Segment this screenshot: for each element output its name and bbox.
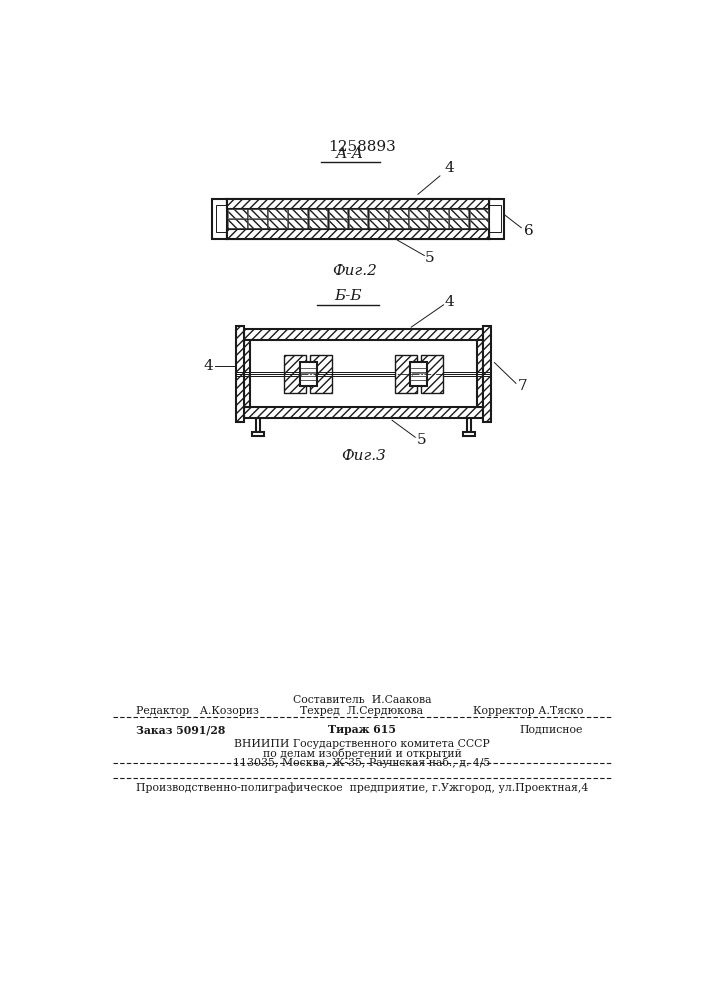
Bar <box>369 209 387 218</box>
Bar <box>244 329 483 340</box>
Bar <box>329 209 347 218</box>
Bar <box>469 219 489 228</box>
Bar <box>288 219 307 228</box>
Text: Техред  Л.Сердюкова: Техред Л.Сердюкова <box>300 706 423 716</box>
Bar <box>349 219 368 228</box>
Bar <box>429 209 448 218</box>
Text: по делам изобретений и открытий: по делам изобретений и открытий <box>262 748 462 759</box>
Text: 5: 5 <box>425 251 435 265</box>
Bar <box>216 205 227 232</box>
Text: Редактор   А.Козориз: Редактор А.Козориз <box>136 706 259 716</box>
Text: А-А: А-А <box>337 147 365 161</box>
Bar <box>268 219 287 228</box>
Bar <box>300 362 317 386</box>
Bar <box>389 209 408 218</box>
Text: Фиг.2: Фиг.2 <box>332 264 377 278</box>
Text: 5: 5 <box>416 433 426 447</box>
Text: Составитель  И.Саакова: Составитель И.Саакова <box>293 695 431 705</box>
Text: 4: 4 <box>204 359 214 373</box>
Bar <box>227 199 489 239</box>
Text: 7: 7 <box>518 379 527 393</box>
Bar <box>228 219 247 228</box>
Bar <box>212 199 227 239</box>
Bar <box>463 432 475 436</box>
Text: Тираж 615: Тираж 615 <box>328 724 396 735</box>
Text: Фиг.3: Фиг.3 <box>341 449 386 463</box>
Bar <box>308 219 327 228</box>
Bar <box>349 209 368 218</box>
Bar <box>409 219 428 228</box>
Bar <box>227 199 489 209</box>
Bar <box>409 209 428 218</box>
Bar <box>483 326 491 422</box>
Bar <box>248 209 267 218</box>
Bar <box>329 219 347 228</box>
Bar <box>268 209 287 218</box>
Text: 4: 4 <box>445 295 455 309</box>
Text: Заказ 5091/28: Заказ 5091/28 <box>136 724 226 735</box>
Text: 4: 4 <box>418 161 455 194</box>
Bar <box>301 373 315 376</box>
Bar <box>469 209 489 218</box>
Text: Корректор А.Тяско: Корректор А.Тяско <box>472 706 583 716</box>
Bar <box>369 219 387 228</box>
Text: Б-Б: Б-Б <box>334 289 362 303</box>
Bar <box>252 432 264 436</box>
Bar <box>411 362 428 386</box>
Bar <box>489 199 504 239</box>
Bar <box>284 355 305 393</box>
Text: 113035, Москва, Ж-35, Раушская наб., д. 4/5: 113035, Москва, Ж-35, Раушская наб., д. … <box>233 757 491 768</box>
Bar <box>227 229 489 239</box>
Bar <box>395 355 416 393</box>
Bar <box>228 209 247 218</box>
Bar <box>256 418 260 432</box>
Bar <box>477 340 483 407</box>
Text: 1258893: 1258893 <box>328 140 396 154</box>
Bar <box>248 219 267 228</box>
Text: ВНИИПИ Государственного комитета СССР: ВНИИПИ Государственного комитета СССР <box>234 739 490 749</box>
Text: 6: 6 <box>524 224 534 238</box>
Bar <box>288 209 307 218</box>
Text: Подписное: Подписное <box>520 725 583 735</box>
Bar <box>429 219 448 228</box>
Bar <box>236 326 244 422</box>
Bar <box>467 418 472 432</box>
Bar <box>450 219 468 228</box>
Text: Производственно-полиграфическое  предприятие, г.Ужгород, ул.Проектная,4: Производственно-полиграфическое предприя… <box>136 782 588 793</box>
Bar <box>244 407 483 418</box>
Bar <box>389 219 408 228</box>
Bar <box>308 209 327 218</box>
Bar <box>421 355 443 393</box>
Bar <box>244 340 250 407</box>
Bar <box>310 355 332 393</box>
Bar <box>450 209 468 218</box>
Bar <box>412 373 426 376</box>
Bar <box>489 205 501 232</box>
